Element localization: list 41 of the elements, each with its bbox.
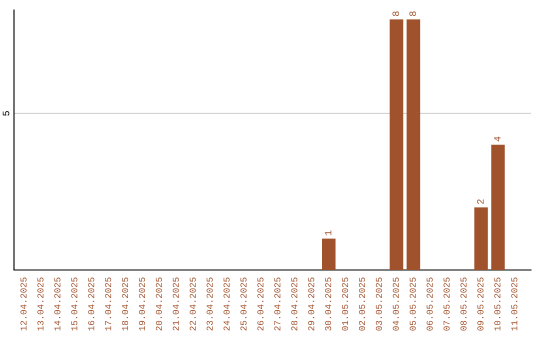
x-tick-label: 07.05.2025: [444, 278, 450, 331]
x-tick-label: 04.05.2025: [392, 278, 399, 331]
x-tick-label: 20.04.2025: [156, 278, 162, 330]
bar: [491, 144, 505, 270]
data-label: 1: [324, 230, 332, 236]
x-tick-label: 30.04.2025: [325, 278, 332, 331]
x-tick-label: 01.05.2025: [342, 278, 348, 331]
x-tick-label: 12.04.2025: [20, 278, 27, 330]
x-tick-label: 19.04.2025: [138, 278, 146, 330]
data-label: 4: [494, 136, 501, 142]
x-tick-label: 26.04.2025: [257, 278, 264, 330]
y-tick-label: 5: [2, 111, 10, 116]
bar: [474, 207, 488, 270]
x-tick-label: 17.04.2025: [105, 278, 112, 330]
x-tick-label: 15.04.2025: [71, 278, 78, 330]
bar: [322, 238, 336, 270]
x-tick-label: 22.04.2025: [190, 278, 196, 330]
x-tick-label: 08.05.2025: [460, 278, 467, 331]
bar: [390, 19, 404, 270]
x-tick-label: 06.05.2025: [426, 278, 433, 331]
x-tick-label: 10.05.2025: [494, 278, 500, 330]
x-tick-label: 05.05.2025: [410, 278, 416, 331]
x-tick-label: 14.04.2025: [54, 278, 60, 330]
x-tick-label: 28.04.2025: [291, 278, 298, 330]
x-tick-label: 23.04.2025: [206, 278, 213, 330]
data-label: 2: [477, 199, 484, 204]
x-tick-label: 13.04.2025: [37, 278, 44, 330]
x-tick-label: 29.04.2025: [308, 278, 314, 330]
x-tick-label: 21.04.2025: [172, 278, 179, 330]
x-tick-label: 25.04.2025: [240, 278, 247, 330]
x-tick-label: 02.05.2025: [358, 278, 366, 331]
x-tick-label: 11.05.2025: [511, 278, 518, 330]
x-tick-label: 09.05.2025: [477, 278, 484, 331]
bar: [406, 19, 420, 270]
data-label: 8: [409, 11, 416, 16]
data-label: 8: [392, 11, 400, 16]
x-tick-label: 27.04.2025: [274, 278, 280, 330]
x-tick-label: 18.04.2025: [122, 278, 128, 330]
x-tick-label: 24.04.2025: [224, 278, 230, 330]
x-tick-label: 03.05.2025: [376, 278, 382, 331]
x-tick-label: 16.04.2025: [88, 278, 94, 330]
